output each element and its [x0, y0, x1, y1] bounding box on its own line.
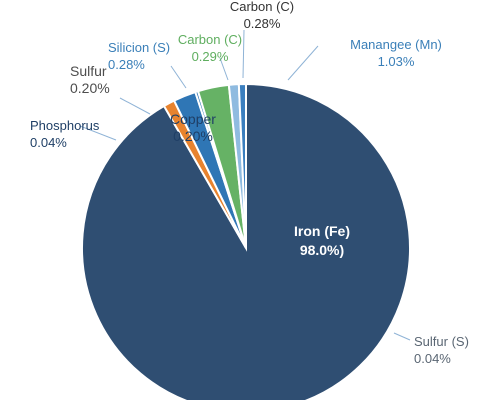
slice-value-label: 98.0%)	[300, 242, 344, 258]
leader-line	[79, 125, 117, 141]
pie-slice	[237, 82, 247, 249]
leader-line	[242, 29, 245, 79]
slice-value-label: 0.20%	[173, 128, 213, 144]
slice-value-label: 1.03%	[378, 54, 415, 69]
slice-value-label: 0.04%	[30, 135, 67, 150]
slice-label: Phosphorus	[30, 118, 100, 133]
leader-line	[393, 332, 411, 341]
slice-label: Sulfur	[70, 63, 107, 79]
slice-value-label: 0.28%	[244, 16, 281, 31]
slice-value-label: 0.20%	[70, 80, 110, 96]
leader-line	[170, 65, 187, 89]
pie-slice	[81, 82, 411, 400]
slice-label: Sulfur (S)	[414, 334, 469, 349]
leader-line	[119, 97, 151, 115]
slice-label: Manangee (Mn)	[350, 37, 442, 52]
slice-value-label: 0.29%	[192, 49, 229, 64]
leader-line	[219, 57, 229, 81]
slice-label: Silicion (S)	[108, 40, 170, 55]
slice-label: Carbon (C)	[178, 32, 242, 47]
slice-value-label: 0.04%	[414, 351, 451, 366]
slice-label: Carbon (C)	[230, 0, 294, 14]
slice-label: Copper	[170, 111, 216, 127]
leader-line	[287, 45, 319, 81]
slice-value-label: 0.28%	[108, 57, 145, 72]
slice-label: Iron (Fe)	[294, 223, 350, 239]
